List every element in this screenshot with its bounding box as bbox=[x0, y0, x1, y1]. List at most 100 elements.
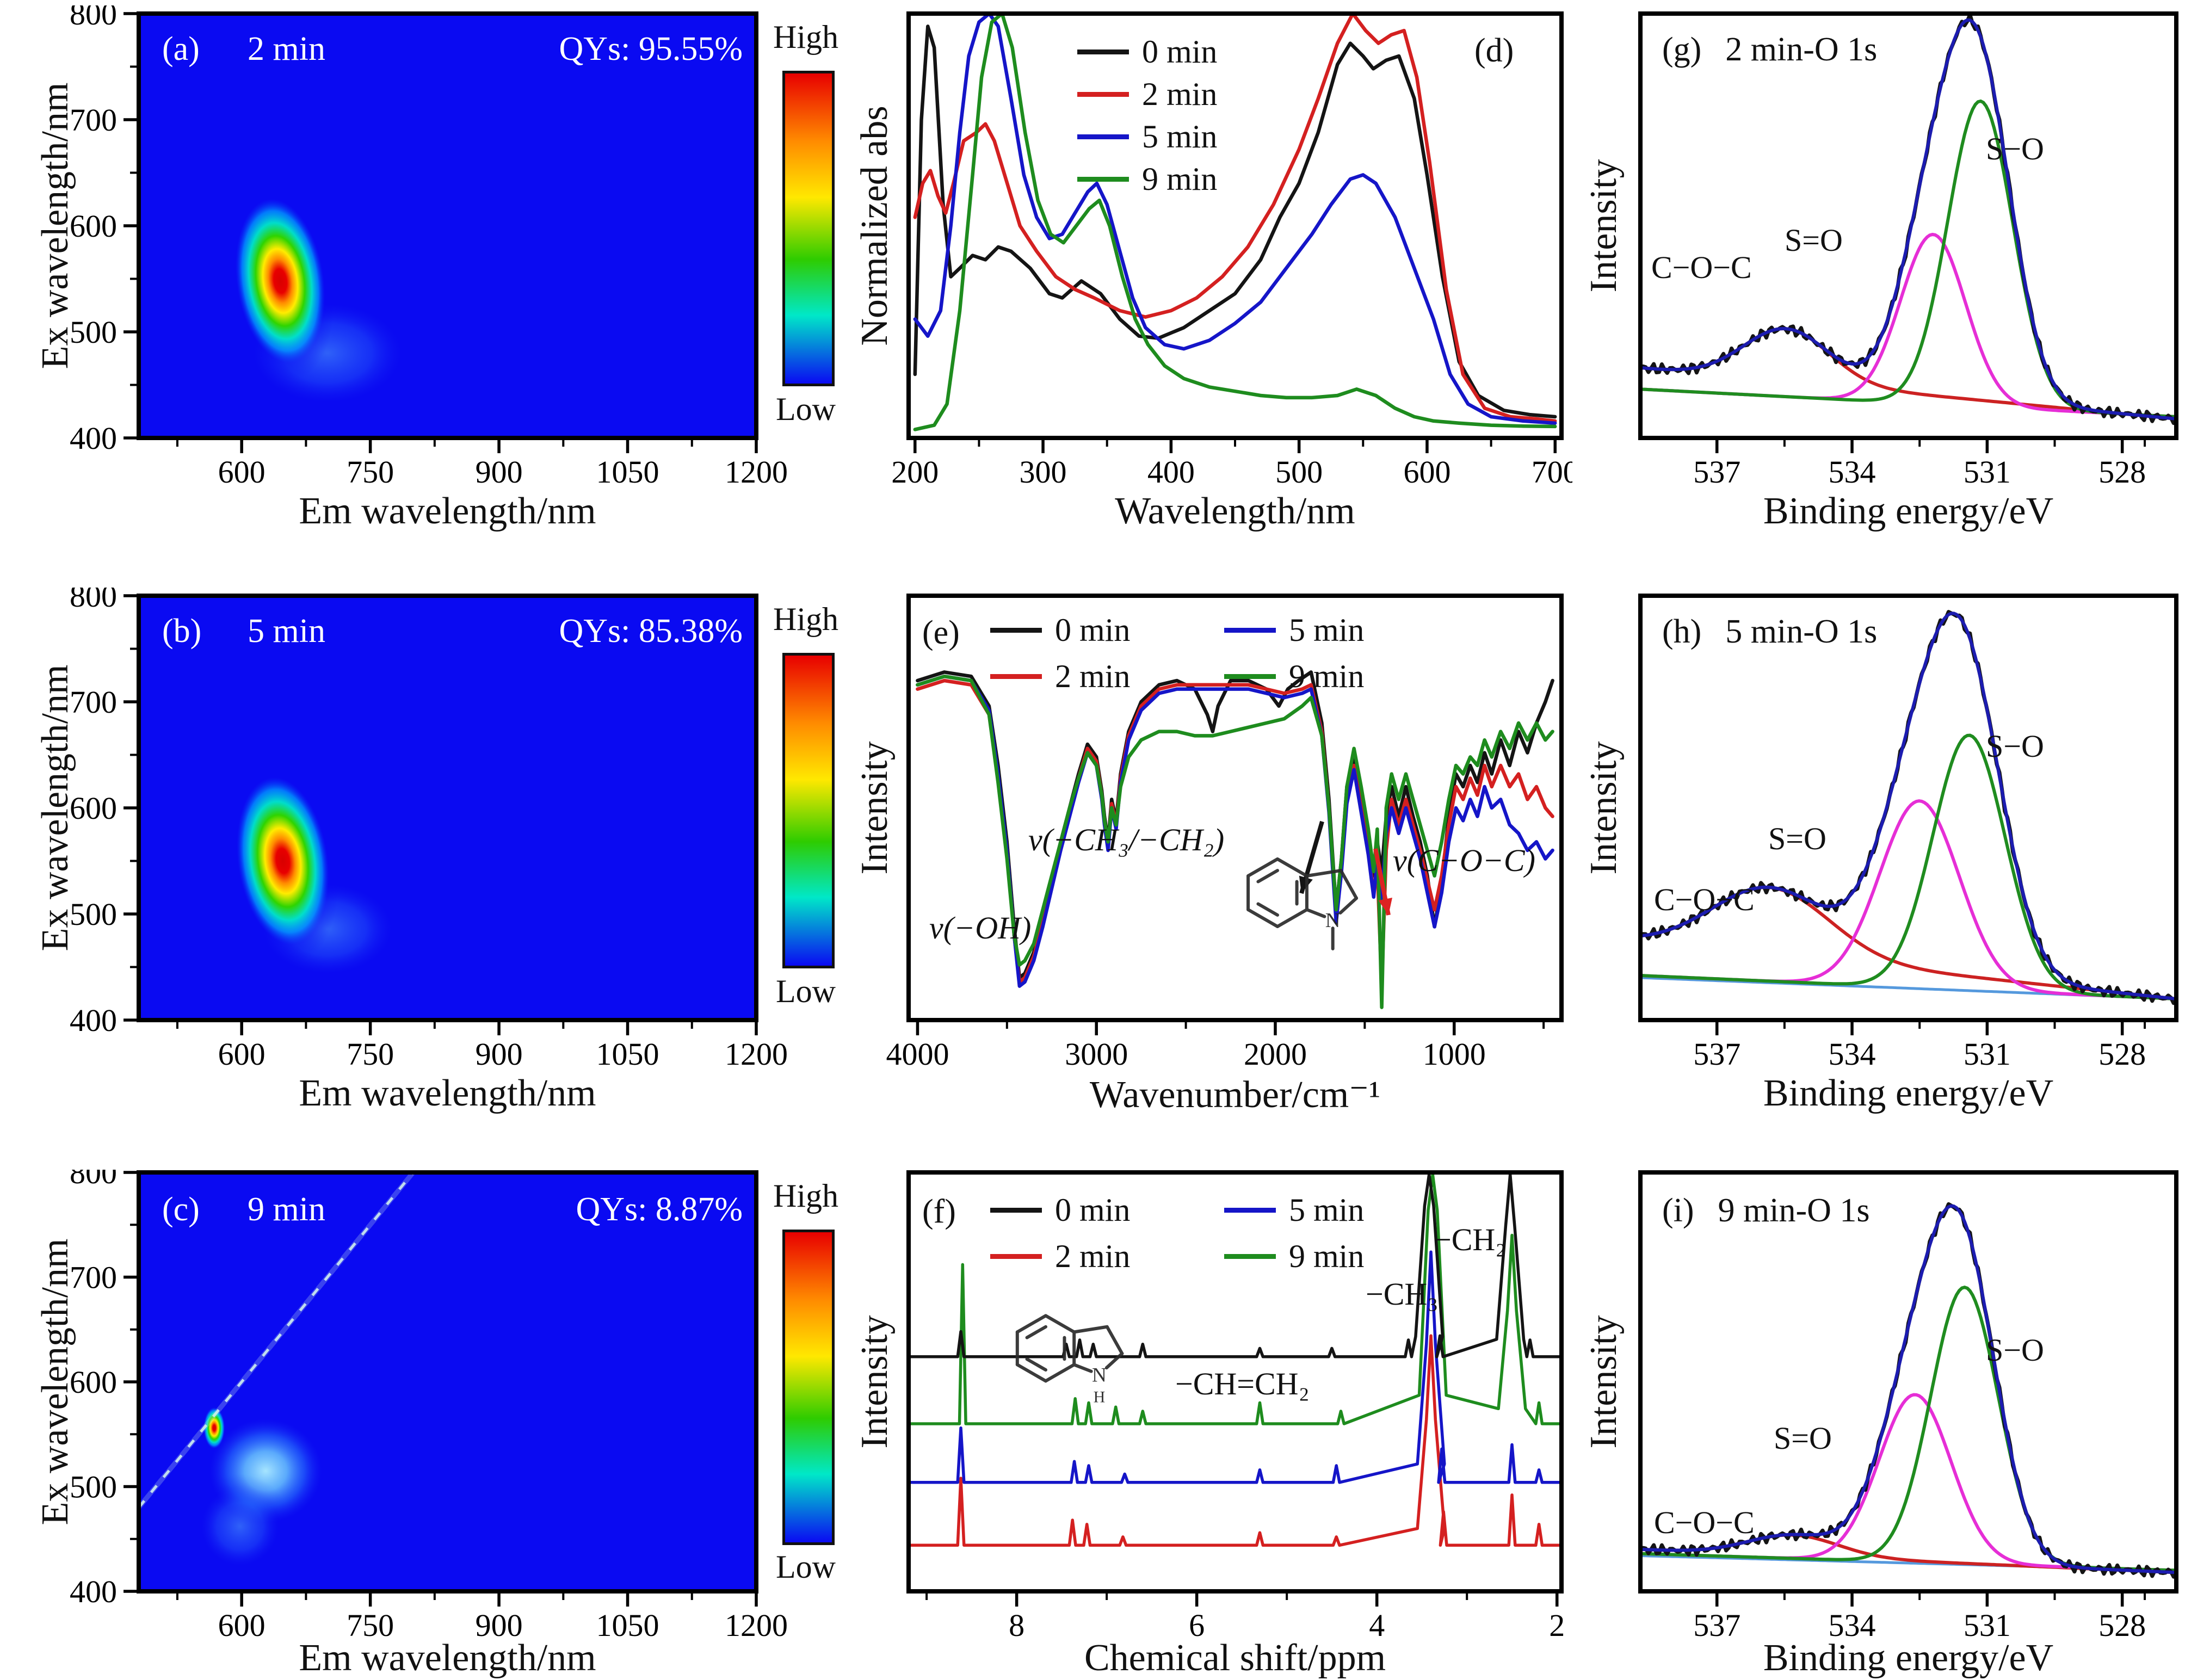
legend: 0 min 2 min 5 min 9 min bbox=[1077, 30, 1217, 200]
legend-item: 0 min bbox=[1077, 30, 1217, 73]
svg-text:531: 531 bbox=[1964, 1036, 2011, 1072]
svg-text:600: 600 bbox=[218, 454, 266, 490]
svg-text:800: 800 bbox=[70, 1170, 117, 1190]
panel-i: 537 534 531 528 (i) 9 min-O 1s Intensity Bin… bbox=[1572, 1170, 2182, 1679]
annotation-ch2: −CH₂ bbox=[1434, 1222, 1507, 1257]
x-axis-label: Binding energy/eV bbox=[1763, 490, 2054, 532]
qys-value: QYs: 85.38% bbox=[559, 613, 743, 650]
panel-tag: (i) bbox=[1662, 1192, 1694, 1229]
svg-text:700: 700 bbox=[1532, 454, 1572, 490]
annotation-s-o: S−O bbox=[1986, 131, 2044, 166]
svg-text:534: 534 bbox=[1829, 454, 1876, 490]
panel-d: 200 300 400 500 600 700 (d) Normalized abs Wa… bbox=[849, 5, 1572, 569]
legend-item: 9 min bbox=[1224, 1238, 1458, 1275]
nmr-plot: NH 8 6 4 2 bbox=[906, 1170, 1565, 1643]
svg-text:500: 500 bbox=[70, 314, 117, 350]
x-axis-label: Wavelength/nm bbox=[1115, 490, 1355, 532]
panel-tag: (g) bbox=[1662, 31, 1702, 68]
panel-header: (i) 9 min-O 1s bbox=[1662, 1191, 1870, 1230]
annotation-c-o-c: C−O−C bbox=[1654, 1505, 1755, 1540]
annotation-c-o-c: C−O−C bbox=[1651, 250, 1752, 285]
y-axis-label: Intensity bbox=[854, 1315, 896, 1449]
legend-swatch bbox=[1224, 1253, 1276, 1259]
legend-label: 5 min bbox=[1289, 612, 1365, 648]
annotation-s-o: S−O bbox=[1986, 728, 2044, 764]
xps-plot-g: 537 534 531 528 bbox=[1638, 11, 2178, 490]
legend: 0 min 5 min 2 min 9 min bbox=[990, 612, 1458, 695]
panel-title: 5 min bbox=[248, 613, 325, 650]
svg-text:528: 528 bbox=[2098, 454, 2146, 490]
svg-text:400: 400 bbox=[70, 1003, 117, 1038]
legend-item: 0 min bbox=[990, 1191, 1224, 1229]
colorbar-low-label: Low bbox=[776, 973, 836, 1009]
panel-title: 9 min bbox=[248, 1191, 325, 1228]
legend-label: 5 min bbox=[1289, 1192, 1365, 1228]
panel-title: 5 min-O 1s bbox=[1725, 613, 1878, 650]
x-axis-label: Em wavelength/nm bbox=[299, 1072, 596, 1114]
svg-text:N: N bbox=[1092, 1364, 1107, 1387]
legend-label: 2 min bbox=[1142, 76, 1218, 112]
panel-tag: (d) bbox=[1474, 32, 1514, 69]
legend-label: 9 min bbox=[1289, 658, 1365, 694]
xps-plot-h: 537 534 531 528 bbox=[1638, 594, 2178, 1072]
svg-text:534: 534 bbox=[1829, 1036, 1876, 1072]
colorbar bbox=[782, 653, 835, 968]
x-axis-label: Wavenumber/cm⁻¹ bbox=[1089, 1074, 1381, 1116]
legend-swatch bbox=[990, 1207, 1042, 1213]
svg-text:900: 900 bbox=[476, 1608, 523, 1643]
colorbar-high-label: High bbox=[773, 1178, 838, 1214]
panel-c: 800 700 600 500 400 600 750 900 1050 1200 (c) 9 m… bbox=[16, 1170, 849, 1679]
xps-plot-i: 537 534 531 528 bbox=[1638, 1170, 2178, 1643]
svg-text:3000: 3000 bbox=[1065, 1036, 1128, 1072]
svg-text:528: 528 bbox=[2098, 1608, 2146, 1643]
absorbance-plot: 200 300 400 500 600 700 bbox=[891, 11, 1572, 490]
svg-text:500: 500 bbox=[70, 897, 117, 932]
y-axis-label: Intensity bbox=[854, 741, 896, 875]
svg-text:H: H bbox=[1094, 1388, 1106, 1406]
svg-text:400: 400 bbox=[1147, 454, 1195, 490]
y-axis-label: Intensity bbox=[1583, 741, 1625, 875]
svg-text:528: 528 bbox=[2098, 1036, 2146, 1072]
panel-title: 2 min bbox=[248, 30, 325, 67]
x-axis-label: Em wavelength/nm bbox=[299, 1637, 596, 1679]
svg-text:531: 531 bbox=[1964, 454, 2011, 490]
y-axis-label: Ex wavelength/nm bbox=[34, 82, 76, 369]
panel-title: 2 min-O 1s bbox=[1725, 31, 1878, 68]
svg-text:300: 300 bbox=[1020, 454, 1067, 490]
legend-label: 9 min bbox=[1289, 1238, 1365, 1274]
legend-swatch bbox=[1077, 91, 1129, 97]
legend-label: 0 min bbox=[1055, 1192, 1131, 1228]
svg-text:700: 700 bbox=[70, 684, 117, 720]
legend-swatch bbox=[1224, 627, 1276, 633]
svg-text:700: 700 bbox=[70, 1260, 117, 1295]
svg-text:6: 6 bbox=[1189, 1608, 1205, 1643]
svg-text:8: 8 bbox=[1009, 1608, 1024, 1643]
legend-swatch bbox=[1077, 134, 1129, 139]
svg-text:4: 4 bbox=[1369, 1608, 1385, 1643]
svg-text:200: 200 bbox=[891, 454, 939, 490]
legend-item: 5 min bbox=[1224, 1191, 1458, 1229]
legend-item: 2 min bbox=[990, 1238, 1224, 1275]
eem-plot-c: 800 700 600 500 400 600 750 900 1050 1200 bbox=[70, 1170, 788, 1643]
legend-item: 5 min bbox=[1077, 115, 1217, 158]
panel-e: N 4000 3000 2000 1000 (e) Intensity Wavenumb… bbox=[849, 588, 1572, 1151]
legend-swatch bbox=[990, 674, 1042, 679]
x-axis-label: Binding energy/eV bbox=[1763, 1072, 2054, 1114]
svg-text:900: 900 bbox=[476, 1036, 523, 1072]
svg-text:534: 534 bbox=[1829, 1608, 1876, 1643]
panel-a: 800 700 600 500 400 600 750 900 1050 1200 (a) 2 m… bbox=[16, 5, 849, 569]
annotation-s-double-o: S=O bbox=[1774, 1420, 1832, 1456]
svg-text:1200: 1200 bbox=[725, 1608, 788, 1643]
svg-text:600: 600 bbox=[218, 1036, 266, 1072]
legend-swatch bbox=[1077, 49, 1129, 54]
svg-text:600: 600 bbox=[70, 790, 117, 826]
svg-text:400: 400 bbox=[70, 1574, 117, 1609]
legend-swatch bbox=[1224, 674, 1276, 679]
svg-text:800: 800 bbox=[70, 5, 117, 32]
x-axis-label: Em wavelength/nm bbox=[299, 490, 596, 532]
svg-text:750: 750 bbox=[347, 454, 394, 490]
legend-label: 2 min bbox=[1055, 658, 1131, 694]
eem-plot-b: 800 700 600 500 400 600 750 900 1050 1200 bbox=[70, 588, 788, 1072]
y-axis-label: Intensity bbox=[1583, 159, 1625, 293]
svg-text:537: 537 bbox=[1693, 1036, 1740, 1072]
